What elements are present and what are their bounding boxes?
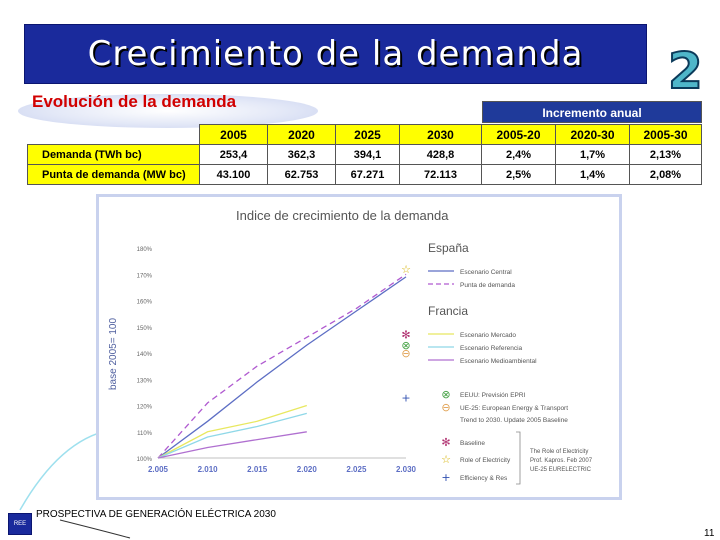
column-header: 2020 bbox=[267, 124, 336, 145]
series-line bbox=[157, 404, 307, 459]
x-tick-label: 2.030 bbox=[396, 465, 417, 474]
legend-label: Escenario Referencia bbox=[460, 345, 523, 352]
series-line bbox=[157, 412, 307, 459]
column-header: 2005-30 bbox=[629, 124, 702, 145]
legend-source: Prof. Kapros. Feb 2007 bbox=[530, 458, 593, 464]
slide-number: 2 bbox=[667, 42, 704, 100]
page-title: Crecimiento de la demanda bbox=[87, 34, 584, 74]
y-tick-label: 120% bbox=[137, 405, 153, 411]
x-tick-label: 2.025 bbox=[346, 465, 367, 474]
legend-label: Baseline bbox=[460, 440, 485, 447]
table-cell: 2,08% bbox=[629, 164, 702, 185]
footer-text: PROSPECTIVA DE GENERACIÓN ELÉCTRICA 2030 bbox=[36, 509, 276, 520]
legend-bracket bbox=[516, 431, 521, 485]
point-marker: ⊖ bbox=[401, 347, 410, 360]
legend-marker: ⊗ bbox=[441, 388, 450, 401]
subtitle: Evolución de la demanda bbox=[32, 92, 237, 111]
increment-header: Incremento anual bbox=[482, 101, 702, 123]
company-logo: REE bbox=[8, 513, 32, 535]
x-tick-label: 2.005 bbox=[148, 465, 169, 474]
series-line bbox=[157, 431, 307, 459]
legend-label: Escenario Mercado bbox=[460, 332, 516, 339]
row-label: Demanda (TWh bc) bbox=[27, 144, 200, 165]
y-tick-label: 140% bbox=[137, 352, 153, 358]
column-header: 2025 bbox=[335, 124, 400, 145]
title-bar: Crecimiento de la demanda bbox=[24, 24, 647, 84]
legend-label: Punta de demanda bbox=[460, 282, 515, 289]
column-header: 2005 bbox=[199, 124, 268, 145]
legend-label: Escenario Central bbox=[460, 269, 512, 276]
legend-label: Escenario Medioambiental bbox=[460, 358, 537, 365]
column-header: 2030 bbox=[399, 124, 482, 145]
table-cell: 62.753 bbox=[267, 164, 336, 185]
legend-label: Role of Electricity bbox=[460, 457, 511, 464]
legend-label: UE-25: European Energy & Transport bbox=[460, 405, 568, 412]
y-tick-label: 150% bbox=[137, 326, 153, 332]
legend-label: Efficiency & Res bbox=[460, 475, 508, 482]
chart-frame bbox=[96, 194, 622, 500]
x-tick-label: 2.015 bbox=[247, 465, 268, 474]
group-label-france: Francia bbox=[428, 304, 468, 318]
y-tick-label: 110% bbox=[137, 431, 153, 437]
table-cell: 253,4 bbox=[199, 144, 268, 165]
legend-label: EEUU: Previsión EPRI bbox=[460, 392, 526, 399]
table-cell: 43.100 bbox=[199, 164, 268, 185]
growth-chart: Indice de crecimiento de la demanda base… bbox=[108, 208, 593, 485]
group-label-spain: España bbox=[428, 241, 469, 255]
table-row: Demanda (TWh bc) 253,4 362,3 394,1 428,8… bbox=[27, 144, 702, 165]
series-line bbox=[157, 273, 407, 459]
legend-marker: ✻ bbox=[441, 436, 450, 449]
table-cell: 2,4% bbox=[481, 144, 556, 165]
series-line bbox=[157, 276, 407, 459]
column-header: 2020-30 bbox=[555, 124, 630, 145]
table-cell: 72.113 bbox=[399, 164, 482, 185]
point-marker: ✻ bbox=[401, 329, 410, 342]
legend-marker: ⊖ bbox=[441, 401, 450, 414]
legend-marker: + bbox=[441, 471, 450, 484]
y-axis-label: base 2005= 100 bbox=[108, 318, 119, 390]
table-row: Punta de demanda (MW bc) 43.100 62.753 6… bbox=[27, 164, 702, 185]
y-tick-label: 130% bbox=[137, 378, 153, 384]
table-cell: 394,1 bbox=[335, 144, 400, 165]
legend-label: Trend to 2030. Update 2005 Baseline bbox=[460, 417, 568, 424]
y-tick-label: 100% bbox=[137, 457, 153, 463]
x-tick-label: 2.020 bbox=[297, 465, 318, 474]
legend-source: UE-25 EURELECTRIC bbox=[530, 467, 592, 473]
point-marker: ☆ bbox=[401, 263, 411, 276]
point-marker: ⊗ bbox=[401, 339, 410, 352]
column-header: 2005-20 bbox=[481, 124, 556, 145]
page-number: 11 bbox=[704, 528, 715, 539]
point-marker: + bbox=[401, 392, 410, 405]
table-corner bbox=[28, 125, 200, 145]
table-cell: 2,13% bbox=[629, 144, 702, 165]
subtitle-highlight bbox=[18, 94, 318, 128]
y-tick-label: 170% bbox=[137, 273, 153, 279]
table-cell: 1,7% bbox=[555, 144, 630, 165]
chart-title: Indice de crecimiento de la demanda bbox=[236, 208, 449, 223]
demand-table: 2005 2020 2025 2030 2005-20 2020-30 2005… bbox=[27, 124, 702, 185]
legend-source: The Role of Electricity bbox=[530, 449, 588, 455]
x-tick-label: 2.010 bbox=[198, 465, 219, 474]
table-header-row: 2005 2020 2025 2030 2005-20 2020-30 2005… bbox=[28, 124, 702, 145]
row-label: Punta de demanda (MW bc) bbox=[27, 164, 200, 185]
table-cell: 428,8 bbox=[399, 144, 482, 165]
legend-marker: ☆ bbox=[441, 453, 451, 466]
table-cell: 2,5% bbox=[481, 164, 556, 185]
table-cell: 67.271 bbox=[335, 164, 400, 185]
table-cell: 362,3 bbox=[267, 144, 336, 165]
y-tick-label: 180% bbox=[137, 247, 153, 253]
table-cell: 1,4% bbox=[555, 164, 630, 185]
y-tick-label: 160% bbox=[137, 300, 153, 306]
